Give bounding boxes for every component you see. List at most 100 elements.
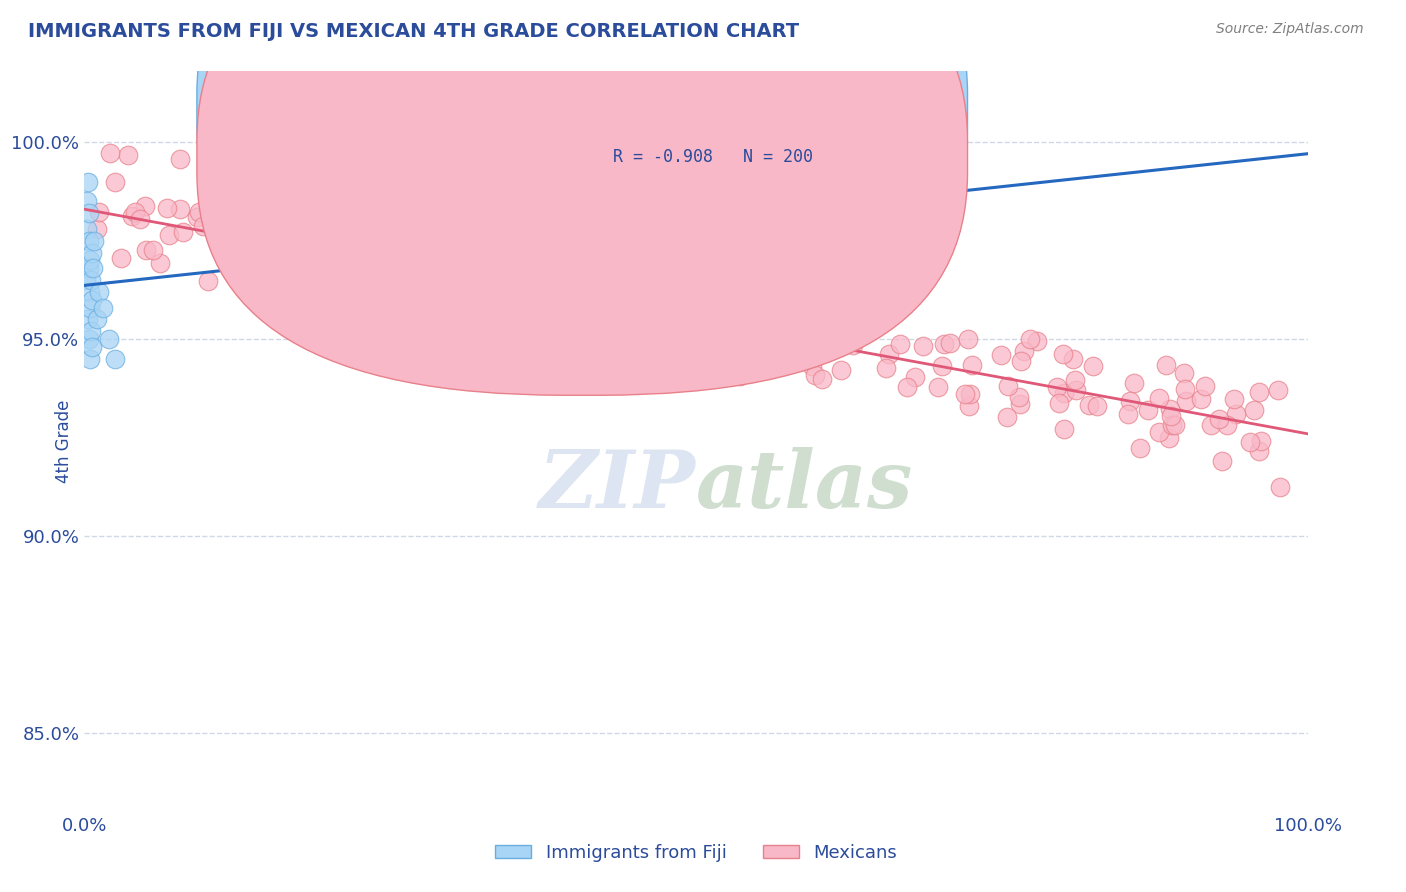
FancyBboxPatch shape [197, 0, 967, 395]
Point [817, 343, 839, 357]
Point [1046, 379, 1069, 393]
Point [87, 204, 110, 219]
Point [730, 368, 752, 383]
Point [1047, 396, 1070, 410]
Point [846, 314, 869, 328]
Point [1174, 382, 1197, 396]
Point [842, 305, 865, 319]
Point [830, 363, 852, 377]
Point [1019, 332, 1042, 346]
Point [628, 306, 651, 320]
Point [77, 234, 100, 248]
Point [79, 301, 101, 315]
Point [491, 278, 513, 293]
Point [169, 152, 191, 166]
Point [676, 353, 699, 368]
Point [530, 310, 553, 324]
Point [219, 225, 242, 239]
Point [1243, 403, 1265, 417]
Point [800, 321, 823, 335]
Point [724, 323, 747, 337]
Point [1078, 398, 1101, 412]
Point [704, 311, 727, 326]
Point [512, 307, 534, 321]
Point [298, 221, 321, 235]
Point [997, 379, 1019, 393]
Point [1189, 392, 1212, 407]
Point [463, 306, 485, 320]
Point [889, 336, 911, 351]
Point [1215, 417, 1237, 432]
Point [371, 277, 394, 292]
Point [104, 176, 127, 190]
Point [415, 285, 437, 299]
Point [380, 283, 402, 297]
Point [124, 205, 146, 219]
Point [595, 287, 617, 301]
Point [1267, 383, 1289, 397]
Point [110, 251, 132, 265]
Point [135, 243, 157, 257]
Point [368, 240, 391, 254]
Point [1062, 351, 1084, 366]
Point [406, 246, 429, 260]
Point [927, 379, 949, 393]
Point [648, 313, 671, 327]
Point [249, 252, 271, 267]
Point [79, 253, 101, 268]
Point [172, 225, 194, 239]
Point [959, 386, 981, 401]
Point [432, 262, 454, 277]
Point [1053, 385, 1076, 400]
Point [82, 293, 104, 307]
Point [86, 312, 108, 326]
Point [486, 340, 509, 354]
Text: R =  0.264   N =   26: R = 0.264 N = 26 [613, 101, 823, 119]
Point [197, 275, 219, 289]
Point [128, 212, 150, 227]
Point [800, 359, 823, 374]
Point [711, 344, 734, 359]
Point [91, 301, 114, 315]
Point [188, 205, 211, 219]
Point [1136, 403, 1159, 417]
Point [509, 261, 531, 276]
Point [1149, 391, 1171, 405]
Point [1010, 354, 1032, 368]
Point [856, 312, 879, 326]
Point [547, 262, 569, 277]
Point [83, 234, 105, 248]
Point [290, 220, 312, 235]
Point [1064, 384, 1087, 398]
Point [100, 145, 122, 160]
Point [1160, 409, 1182, 424]
Point [675, 334, 697, 349]
Point [1154, 358, 1177, 372]
Point [488, 325, 510, 339]
Point [80, 340, 103, 354]
Point [371, 252, 394, 266]
Point [267, 183, 290, 197]
Point [446, 280, 468, 294]
Point [304, 252, 326, 266]
Point [610, 277, 633, 291]
Point [247, 227, 270, 241]
Point [600, 328, 623, 343]
Point [454, 336, 477, 351]
Point [546, 272, 568, 286]
Point [1014, 343, 1036, 358]
Point [117, 148, 139, 162]
Point [1025, 334, 1047, 348]
Point [792, 318, 814, 332]
Point [1199, 417, 1222, 432]
Point [748, 345, 770, 359]
Point [593, 318, 616, 333]
Point [226, 227, 249, 241]
Point [391, 290, 413, 304]
Point [990, 348, 1012, 362]
Point [1008, 390, 1031, 404]
Point [389, 288, 412, 302]
Point [1116, 407, 1139, 421]
Point [848, 319, 870, 334]
Point [254, 239, 277, 253]
